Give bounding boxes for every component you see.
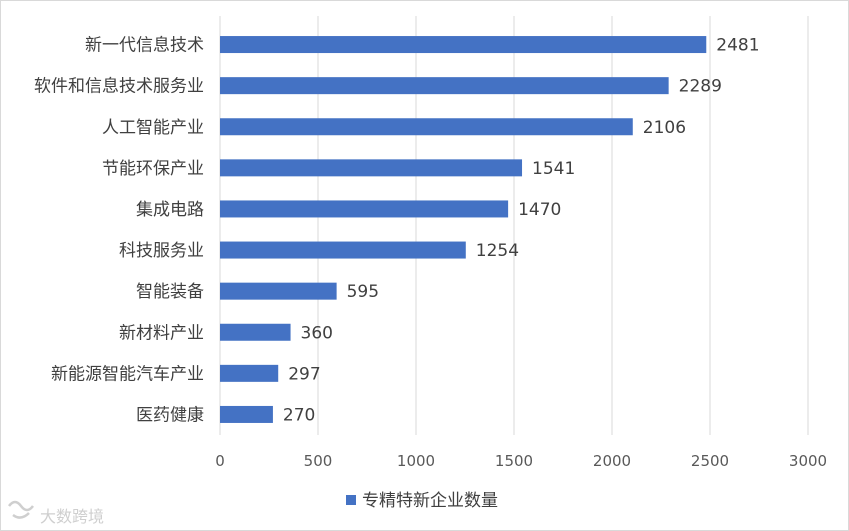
- value-label: 270: [283, 405, 315, 425]
- bar: [220, 282, 337, 300]
- bar: [220, 364, 279, 382]
- watermark-text: 大数跨境: [40, 507, 104, 526]
- value-label: 1254: [476, 241, 519, 261]
- x-tick-label: 3000: [789, 452, 827, 470]
- category-label: 医药健康: [136, 405, 204, 425]
- category-label: 软件和信息技术服务业: [34, 77, 204, 97]
- category-label: 节能环保产业: [102, 159, 204, 179]
- legend-swatch: [346, 495, 356, 505]
- category-label: 科技服务业: [119, 241, 204, 261]
- value-label: 2106: [643, 118, 686, 138]
- x-tick-label: 2000: [593, 452, 631, 470]
- watermark-logo: 大数跨境: [8, 500, 104, 526]
- x-tick-label: 1000: [397, 452, 435, 470]
- bar: [220, 118, 633, 136]
- bars: [220, 36, 707, 423]
- category-label: 新材料产业: [119, 323, 204, 343]
- value-label: 360: [301, 323, 333, 343]
- bar: [220, 405, 273, 423]
- value-label: 1470: [518, 200, 561, 220]
- legend-label: 专精特新企业数量: [362, 491, 498, 511]
- bar: [220, 36, 707, 54]
- category-label: 智能装备: [136, 282, 204, 302]
- category-label: 人工智能产业: [102, 118, 204, 138]
- bar: [220, 159, 523, 177]
- value-label: 297: [288, 364, 320, 384]
- x-tick-label: 500: [304, 452, 333, 470]
- bar: [220, 77, 669, 95]
- value-label: 2289: [679, 77, 722, 97]
- value-labels: 2481 2289 2106 1541 1470 1254 595 360 297 270: [283, 36, 760, 426]
- value-label: 595: [347, 282, 379, 302]
- category-label: 集成电路: [136, 200, 204, 220]
- bar: [220, 241, 466, 259]
- bar: [220, 200, 509, 218]
- category-label: 新一代信息技术: [85, 36, 204, 56]
- x-tick-labels: 0 500 1000 1500 2000 2500 3000: [215, 452, 827, 470]
- watermark-icon: [8, 500, 34, 519]
- legend: 专精特新企业数量: [346, 491, 498, 511]
- x-tick-label: 1500: [495, 452, 533, 470]
- bar: [220, 323, 291, 341]
- x-tick-label: 2500: [691, 452, 729, 470]
- value-label: 2481: [716, 36, 759, 56]
- x-tick-label: 0: [215, 452, 225, 470]
- value-label: 1541: [532, 159, 575, 179]
- category-label: 新能源智能汽车产业: [51, 364, 204, 384]
- category-labels: 新一代信息技术软件和信息技术服务业人工智能产业节能环保产业集成电路科技服务业智能…: [34, 36, 204, 426]
